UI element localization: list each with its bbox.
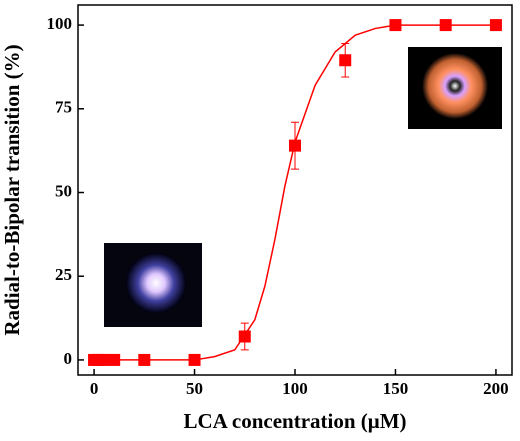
point	[439, 19, 452, 32]
x-axis-label: LCA concentration (μM)	[183, 409, 406, 433]
inset-bipolar	[408, 47, 502, 129]
point	[489, 19, 502, 32]
inset-radial	[104, 243, 202, 327]
point	[339, 54, 352, 67]
x-tick-label: 200	[483, 379, 509, 398]
point	[238, 330, 251, 343]
x-tick-label: 150	[383, 379, 409, 398]
point	[108, 353, 121, 366]
point	[289, 139, 301, 152]
point	[138, 353, 151, 366]
y-tick-label: 25	[55, 265, 72, 284]
point	[188, 353, 201, 366]
x-tick-label: 100	[282, 379, 308, 398]
y-tick-label: 0	[64, 349, 73, 368]
y-tick-label: 50	[55, 181, 72, 200]
point	[389, 19, 402, 32]
y-axis-label: Radial-to-Bipolar transition (%)	[0, 44, 24, 335]
fit-line	[94, 24, 496, 361]
y-tick-label: 75	[55, 98, 72, 117]
x-tick-label: 0	[90, 379, 99, 398]
y-tick-label: 100	[47, 14, 73, 33]
point	[98, 353, 111, 366]
x-tick-label: 50	[186, 379, 203, 398]
